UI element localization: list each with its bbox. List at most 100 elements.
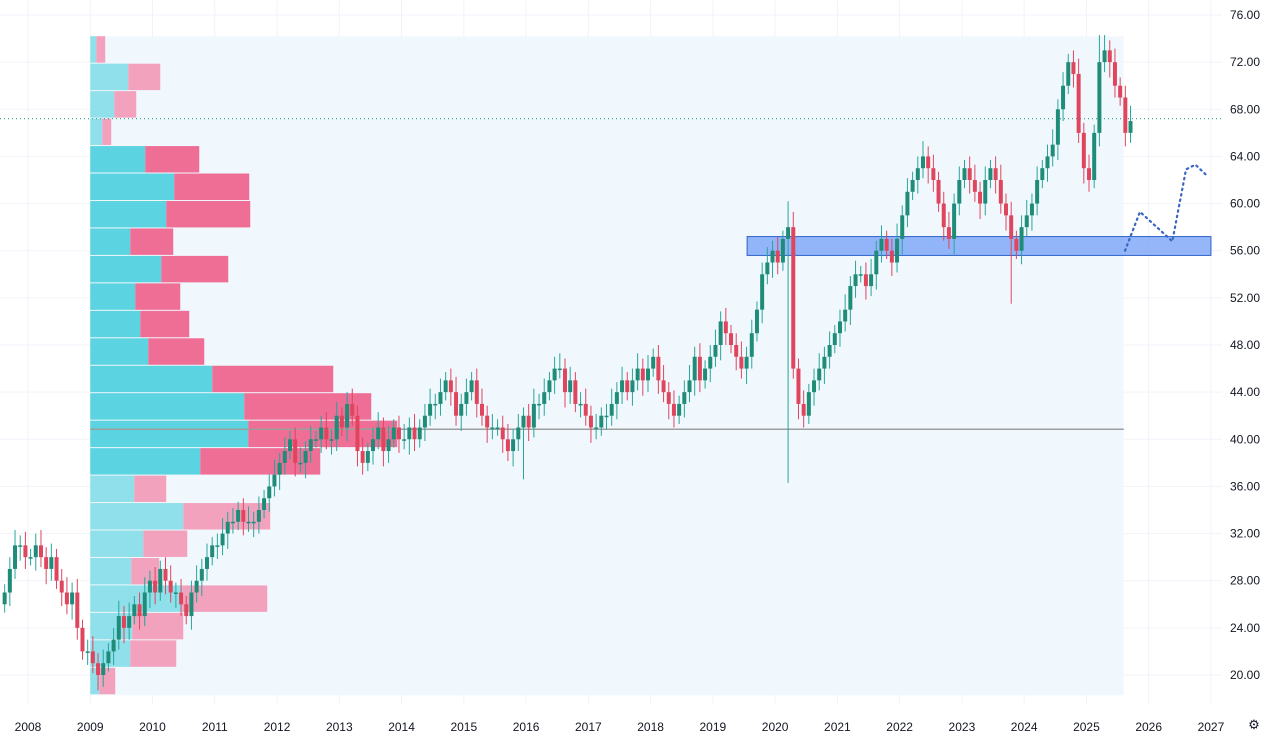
y-axis-tick-label: 56.00 (1230, 244, 1260, 258)
candle-body (262, 498, 267, 510)
volume-profile-sell-bar (132, 612, 184, 640)
candle (38, 530, 43, 568)
candle-body (142, 592, 147, 617)
candle (147, 570, 152, 608)
candle-body (500, 427, 505, 440)
candle-body (946, 227, 951, 239)
candle (428, 388, 433, 426)
candle-body (448, 380, 453, 393)
candle (988, 159, 993, 189)
candle-body (485, 415, 490, 428)
candle (1128, 105, 1133, 143)
candle-body (827, 345, 832, 357)
candle (697, 343, 702, 393)
candle-body (749, 333, 754, 357)
candle-body (158, 568, 163, 593)
candle-body (371, 439, 376, 452)
x-axis-tick-label: 2011 (202, 720, 228, 734)
candle (1087, 154, 1092, 192)
candle (547, 372, 552, 401)
candle (983, 166, 988, 216)
candle (288, 431, 293, 460)
candle-body (1118, 85, 1123, 98)
candle-body (614, 392, 619, 404)
candle (158, 560, 163, 601)
volume-profile-sell-bar (135, 283, 181, 310)
candle (796, 358, 801, 420)
candle-body (599, 415, 604, 428)
candle-body (121, 616, 126, 628)
candle (474, 368, 479, 418)
candle (1092, 124, 1097, 189)
candle (1102, 35, 1107, 73)
candle (23, 531, 28, 569)
candle (1029, 193, 1034, 231)
candle (552, 356, 557, 394)
candle (599, 407, 604, 436)
support-zone-rectangle (746, 236, 1212, 256)
candle (262, 489, 267, 519)
candle-body (874, 250, 879, 275)
y-axis-tick-label: 76.00 (1230, 8, 1260, 22)
volume-profile-sell-bar (212, 365, 334, 393)
volume-profile-sell-bar (130, 640, 177, 667)
candle (121, 606, 126, 644)
candle-body (1024, 215, 1029, 228)
candle (962, 159, 967, 189)
candle (837, 309, 842, 347)
candle-body (438, 392, 443, 404)
volume-profile-buy-bar (90, 255, 162, 283)
candle (760, 262, 765, 324)
candle-body (578, 403, 583, 406)
candle (744, 346, 749, 384)
candle (1009, 201, 1014, 304)
candle (189, 580, 194, 630)
volume-profile-buy-bar (90, 338, 149, 365)
candle (505, 423, 510, 462)
volume-profile-sell-bar (128, 63, 161, 91)
candle-body (386, 439, 391, 452)
x-axis-tick-label: 2026 (1135, 720, 1162, 734)
candle (972, 164, 977, 202)
candle (625, 372, 630, 401)
candle (822, 346, 827, 384)
candle (230, 508, 235, 534)
candle (780, 230, 785, 271)
candle (604, 403, 609, 430)
x-axis-tick-label: 2020 (762, 720, 789, 734)
candle-body (23, 545, 28, 558)
candle (931, 154, 936, 192)
candle-body (90, 651, 95, 664)
candle-body (246, 521, 251, 524)
candle (18, 535, 23, 561)
candle (656, 345, 661, 394)
candle-body (433, 403, 438, 406)
candle (80, 619, 85, 660)
candle (827, 331, 832, 369)
candle-body (1076, 73, 1081, 133)
y-axis-tick-label: 28.00 (1230, 574, 1260, 588)
candle (345, 392, 350, 442)
candle-body (926, 156, 931, 169)
candle-body (988, 168, 993, 180)
candle (2, 584, 7, 613)
candle-body (620, 380, 625, 393)
candle-body (786, 227, 791, 239)
candle-body (381, 427, 386, 452)
candle (111, 627, 116, 665)
volume-profile-sell-bar (143, 530, 188, 557)
candle (858, 266, 863, 283)
candle (396, 415, 401, 453)
candle (817, 353, 822, 391)
volume-profile-sell-bar (148, 338, 205, 365)
candle (682, 380, 687, 418)
candle-body (562, 368, 567, 393)
candle (801, 390, 806, 428)
candle (49, 543, 54, 581)
candle (1097, 35, 1102, 147)
candle-body (796, 368, 801, 404)
chart-settings-icon[interactable]: ⚙ (1248, 717, 1260, 732)
candle-body (1035, 180, 1040, 204)
volume-profile-buy-bar (90, 63, 129, 91)
